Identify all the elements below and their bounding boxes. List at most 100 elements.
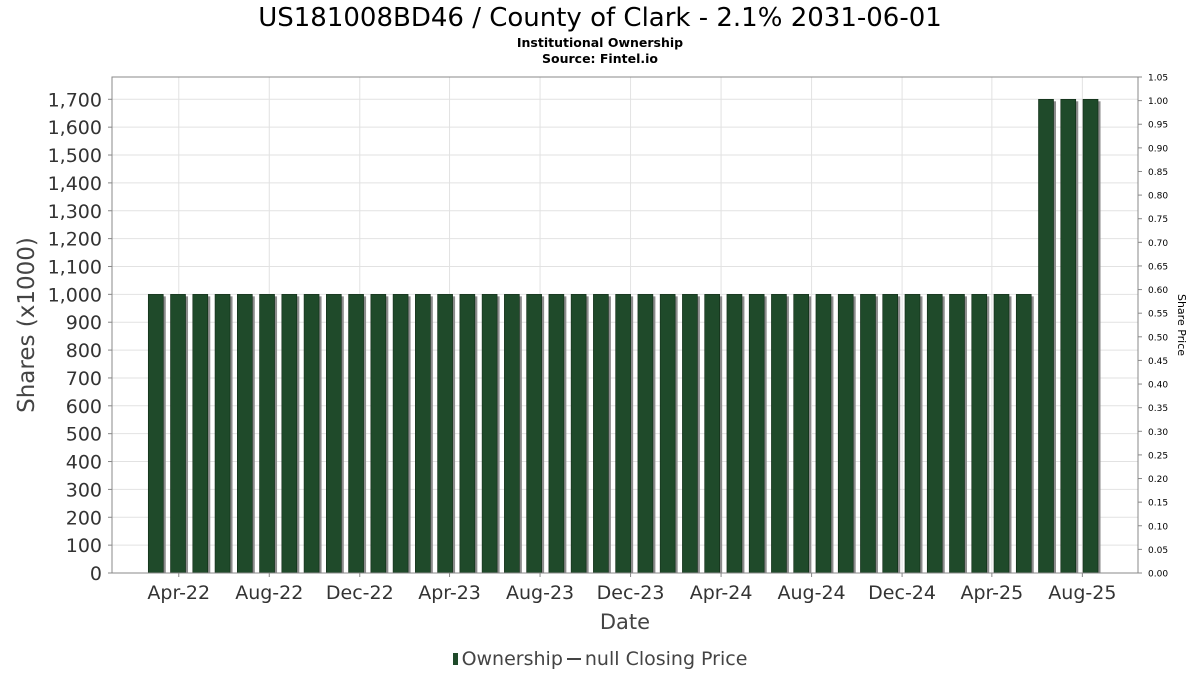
- y-tick-label-13: 1,300: [48, 201, 102, 223]
- y2-tick-label-11: 0.55: [1148, 310, 1168, 320]
- y-tick-label-14: 1,400: [48, 173, 102, 195]
- bar-17: [526, 294, 542, 574]
- y-tick-label-1: 100: [66, 535, 102, 557]
- y2-tick-label-19: 0.95: [1148, 121, 1168, 131]
- bar-15: [481, 294, 498, 574]
- y-tick-label-7: 700: [66, 368, 102, 390]
- y2-tick-label-8: 0.40: [1148, 381, 1168, 391]
- y2-tick-label-12: 0.60: [1148, 286, 1168, 296]
- y2-tick-label-18: 0.90: [1148, 144, 1168, 154]
- bar-32: [860, 294, 876, 574]
- y2-tick-label-16: 0.80: [1148, 192, 1168, 202]
- legend-ownership-label: Ownership: [461, 648, 563, 670]
- y-tick-label-4: 400: [66, 452, 102, 474]
- bar-10: [370, 294, 387, 574]
- y2-tick-label-15: 0.75: [1148, 215, 1168, 225]
- bar-38: [993, 294, 1010, 574]
- bar-34: [904, 294, 921, 574]
- bar-6: [281, 294, 298, 574]
- bar-31: [837, 294, 854, 574]
- y2-tick-label-14: 0.70: [1148, 239, 1168, 249]
- bar-40: [1038, 98, 1054, 574]
- y-axis-left: 0 100 200 300 400 500 600 700 800 900 1,000 1,100 1,…: [48, 89, 112, 585]
- bar-33: [882, 294, 899, 574]
- bar-39: [1015, 294, 1032, 574]
- bar-16: [504, 294, 520, 574]
- bar-19: [570, 294, 587, 574]
- y2-tick-label-9: 0.45: [1148, 357, 1168, 367]
- bar-4: [236, 294, 253, 574]
- y-tick-label-15: 1,500: [48, 145, 102, 167]
- y-tick-label-17: 1,700: [48, 89, 102, 111]
- legend: Ownership null Closing Price: [0, 647, 1200, 671]
- x-tick-label-2: Dec-22: [326, 582, 394, 604]
- y2-tick-label-2: 0.10: [1148, 522, 1168, 532]
- y-tick-label-5: 500: [66, 424, 102, 446]
- bar-30: [815, 294, 832, 574]
- bar-14: [459, 294, 476, 574]
- bar-2: [192, 294, 209, 574]
- chart-source: Source: Fintel.io: [542, 51, 658, 66]
- y-tick-label-12: 1,200: [48, 229, 102, 251]
- y-tick-label-9: 900: [66, 312, 102, 334]
- y2-tick-label-20: 1.00: [1148, 97, 1168, 107]
- bar-21: [615, 294, 631, 574]
- bar-9: [348, 294, 364, 574]
- x-tick-label-3: Apr-23: [418, 582, 481, 604]
- bar-23: [659, 294, 676, 574]
- legend-price-swatch: [566, 657, 581, 660]
- x-tick-label-9: Apr-25: [961, 582, 1024, 604]
- y2-tick-label-1: 0.05: [1148, 546, 1168, 556]
- bar-25: [704, 294, 720, 574]
- y2-tick-label-3: 0.15: [1148, 499, 1168, 509]
- y-axis-right: 0.00 0.05 0.10 0.15 0.20 0.25 0.30 0.35 0.40 0.45…: [1138, 74, 1168, 580]
- y-tick-label-11: 1,100: [48, 256, 102, 278]
- bar-27: [748, 294, 765, 574]
- chart-title: US181008BD46 / County of Clark - 2.1% 20…: [258, 3, 942, 33]
- x-axis-label: Date: [600, 610, 650, 634]
- x-tick-label-6: Apr-24: [690, 582, 753, 604]
- bar-28: [771, 294, 787, 574]
- y2-axis-label: Share Price: [1175, 294, 1188, 356]
- bar-24: [682, 294, 698, 574]
- y2-tick-label-4: 0.20: [1148, 475, 1168, 485]
- y2-tick-label-13: 0.65: [1148, 262, 1168, 272]
- legend-price-label: null Closing Price: [584, 648, 748, 670]
- y2-tick-label-5: 0.25: [1148, 451, 1168, 461]
- bar-35: [926, 294, 943, 574]
- plot-frame: [111, 76, 1139, 574]
- y2-tick-label-0: 0.00: [1148, 570, 1168, 580]
- bar-13: [437, 294, 453, 574]
- y2-tick-label-17: 0.85: [1148, 168, 1168, 178]
- bar-1: [170, 294, 186, 574]
- y-tick-label-2: 200: [66, 507, 102, 529]
- x-axis: Apr-22 Aug-22 Dec-22 Apr-23 Aug-23 Dec-23 Apr-…: [147, 573, 1116, 604]
- x-tick-label-0: Apr-22: [147, 582, 210, 604]
- legend-ownership-swatch: [452, 652, 458, 665]
- bar-0: [147, 294, 164, 574]
- bar-3: [214, 294, 231, 574]
- bar-7: [303, 294, 320, 574]
- chart-subtitle: Institutional Ownership: [516, 35, 684, 50]
- x-tick-label-1: Aug-22: [235, 582, 303, 604]
- bar-12: [415, 294, 431, 574]
- x-tick-label-4: Aug-23: [506, 582, 574, 604]
- y-tick-label-6: 600: [66, 396, 102, 418]
- bar-18: [548, 294, 565, 574]
- bar-29: [793, 294, 809, 574]
- bar-series-ownership: [147, 98, 1101, 574]
- bar-20: [593, 294, 609, 574]
- y-tick-label-0: 0: [90, 563, 102, 585]
- y-axis-label: Shares (x1000): [14, 237, 40, 413]
- bar-41: [1060, 98, 1077, 574]
- bar-11: [392, 294, 409, 574]
- y-tick-label-3: 300: [66, 479, 102, 501]
- y2-tick-label-21: 1.05: [1148, 74, 1168, 84]
- x-tick-label-8: Dec-24: [868, 582, 936, 604]
- x-tick-label-7: Aug-24: [778, 582, 846, 604]
- y2-tick-label-6: 0.30: [1148, 428, 1168, 438]
- bar-8: [326, 294, 342, 574]
- bar-42: [1082, 98, 1099, 574]
- y-tick-label-10: 1,000: [48, 284, 102, 306]
